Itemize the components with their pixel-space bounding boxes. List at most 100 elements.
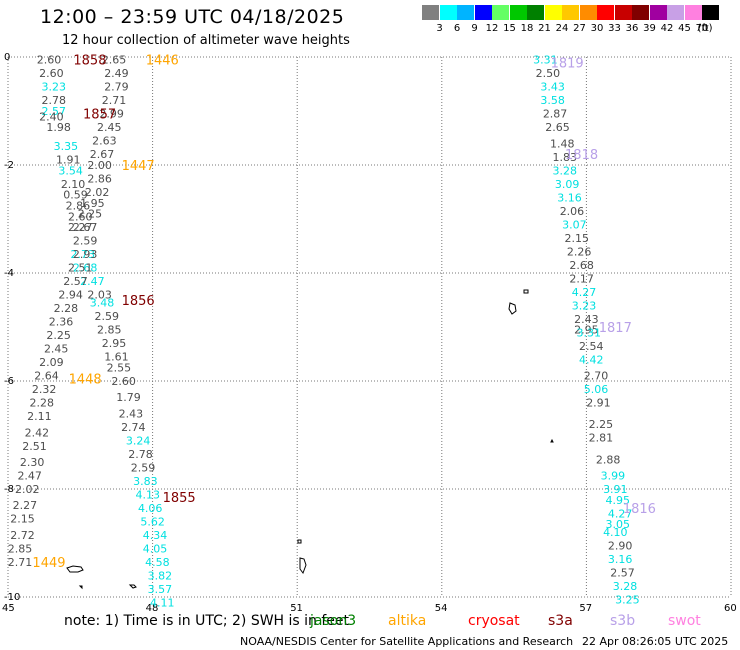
legend-swatch (422, 5, 439, 20)
wave-height-label: 2.70 (584, 370, 609, 383)
wave-height-label: 2.32 (32, 383, 57, 396)
x-tick-label: 54 (435, 603, 448, 614)
footer-credit: NOAA/NESDIS Center for Satellite Applica… (240, 635, 574, 648)
wave-height-label: 3.28 (613, 580, 638, 593)
y-tick-label: -10 (4, 592, 20, 603)
wave-height-label: 2.47 (17, 470, 42, 483)
y-tick-label: 0 (4, 52, 10, 63)
legend-tick-label: 12 (485, 23, 499, 34)
wave-height-label: 3.43 (540, 81, 565, 94)
wave-height-label: 2.85 (97, 324, 122, 337)
wave-height-label: 4.13 (136, 488, 161, 501)
legend-tick-label: 24 (555, 23, 569, 34)
legend-swatch (702, 5, 719, 20)
wave-height-label: 2.43 (574, 313, 599, 326)
legend-swatch (684, 5, 702, 20)
wave-height-label: 3.82 (148, 569, 173, 582)
legend-swatch (579, 5, 597, 20)
wave-height-label: 3.23 (42, 81, 67, 94)
y-tick-label: -8 (4, 484, 14, 495)
wave-height-label: 2.45 (97, 121, 122, 134)
wave-height-label: 3.31 (577, 326, 602, 339)
legend-swatch (597, 5, 614, 20)
wave-height-label: 2.95 (574, 324, 599, 337)
x-tick-label: 51 (290, 603, 303, 614)
wave-height-label: 2.10 (61, 178, 86, 191)
island-outline (78, 585, 83, 590)
legend-swatch (509, 5, 527, 20)
legend-tick-label: 45 (678, 23, 691, 34)
wave-height-label: 2.74 (121, 421, 146, 434)
pass-time-label: 1449 (32, 556, 65, 571)
wave-height-label: 2.15 (565, 232, 590, 245)
wave-height-label: 3.99 (601, 470, 626, 483)
island-outline (299, 557, 307, 575)
legend-tick-label: 27 (573, 23, 586, 34)
wave-height-label: 2.88 (596, 453, 621, 466)
wave-height-label: 2.72 (10, 529, 35, 542)
legend-tick-label: 18 (520, 23, 534, 34)
legend-tick-label: 15 (503, 23, 516, 34)
legend-swatch (649, 5, 667, 20)
wave-height-label: 3.31 (533, 54, 558, 67)
wave-height-label: 2.11 (27, 410, 52, 423)
wave-height-label: 2.51 (68, 262, 93, 275)
wave-height-label: 2.81 (589, 432, 614, 445)
wave-height-label: 2.55 (107, 362, 132, 375)
wave-height-label: 3.91 (603, 483, 628, 496)
wave-height-label: 2.95 (102, 337, 127, 350)
wave-height-label: 1.79 (116, 391, 141, 404)
wave-height-label: 2.71 (8, 556, 33, 569)
wave-height-label: 2.93 (73, 248, 98, 261)
wave-height-label: 2.85 (8, 542, 33, 555)
wave-height-label: 4.27 (608, 507, 633, 520)
wave-height-label: 2.49 (104, 67, 129, 80)
pass-time-label: 1447 (122, 159, 155, 174)
island-outline (508, 302, 517, 315)
wave-height-label: 2.59 (73, 235, 98, 248)
wave-height-label: 3.09 (555, 178, 580, 191)
wave-height-label: 2.03 (87, 289, 112, 302)
wave-height-label: 2.25 (46, 329, 71, 342)
pass-time-label: 1855 (163, 491, 196, 506)
legend-tick-label: 21 (538, 23, 551, 34)
wave-height-label: 2.50 (536, 67, 561, 80)
wave-height-label: 2.51 (22, 440, 47, 453)
wave-height-label: 2.73 (70, 248, 95, 261)
legend-tick-label: 6 (453, 23, 461, 34)
satellite-label: jason3 (310, 613, 357, 629)
y-tick-label: -2 (4, 160, 14, 171)
legend-swatch (457, 5, 474, 20)
x-tick-label: 60 (724, 603, 737, 614)
island-outline (66, 565, 84, 573)
wave-height-label: 4.27 (572, 286, 597, 299)
wave-height-label: 2.60 (39, 67, 64, 80)
wave-height-label: 2.65 (545, 121, 570, 134)
wave-height-label: 3.28 (552, 164, 577, 177)
pass-time-label: 1856 (122, 294, 155, 309)
wave-height-label: 5.62 (140, 515, 165, 528)
y-tick-label: -4 (4, 268, 14, 279)
wave-height-label: 2.79 (104, 81, 129, 94)
wave-height-label: 2.71 (102, 94, 127, 107)
chart-title: 12:00 – 23:59 UTC 04/18/2025 (40, 6, 345, 28)
wave-height-label: 2.60 (68, 210, 93, 223)
x-tick-label: 57 (579, 603, 592, 614)
wave-height-label: 3.25 (615, 594, 640, 607)
wave-height-label: 2.54 (579, 340, 604, 353)
satellite-label: cryosat (468, 613, 520, 629)
legend-tick-label: 30 (590, 23, 604, 34)
wave-height-label: 2.42 (25, 426, 50, 439)
wave-height-label: 2.02 (15, 483, 40, 496)
legend-swatch (527, 5, 544, 20)
wave-height-label: 2.67 (90, 148, 115, 161)
wave-height-label: 0.59 (63, 189, 88, 202)
wave-height-label: 2.57 (610, 567, 635, 580)
satellite-label: s3a (548, 613, 573, 629)
legend-unit: (ft) (697, 23, 713, 34)
legend-swatch (562, 5, 579, 20)
wave-height-label: 3.54 (58, 164, 83, 177)
legend-swatch (544, 5, 562, 20)
wave-height-label: 3.83 (133, 475, 158, 488)
wave-height-label: 3.58 (540, 94, 565, 107)
